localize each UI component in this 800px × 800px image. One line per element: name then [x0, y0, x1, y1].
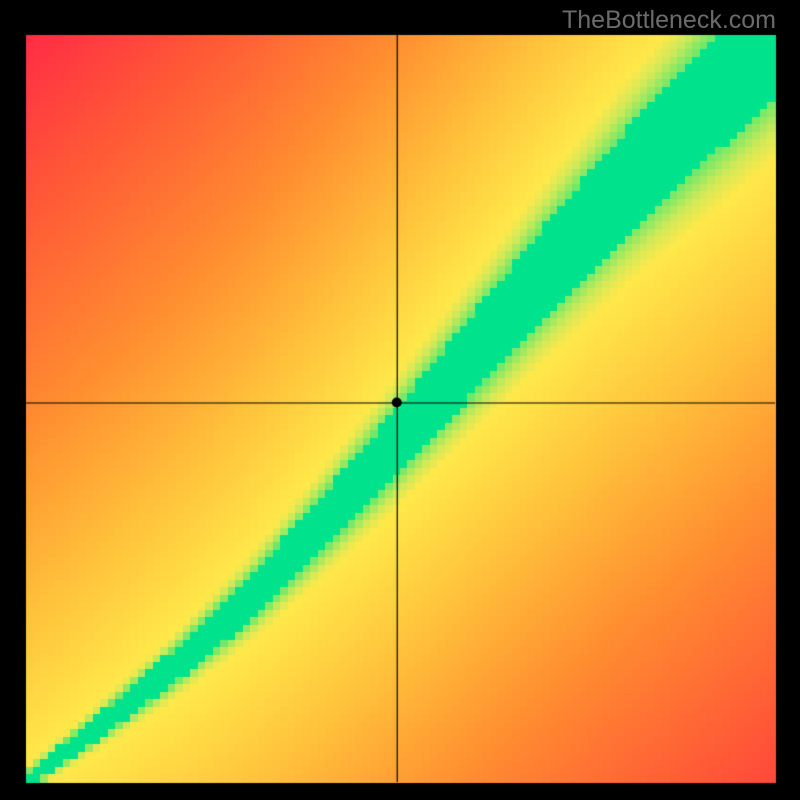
chart-container: TheBottleneck.com	[0, 0, 800, 800]
watermark-text: TheBottleneck.com	[562, 6, 776, 35]
crosshair-overlay	[0, 0, 800, 800]
